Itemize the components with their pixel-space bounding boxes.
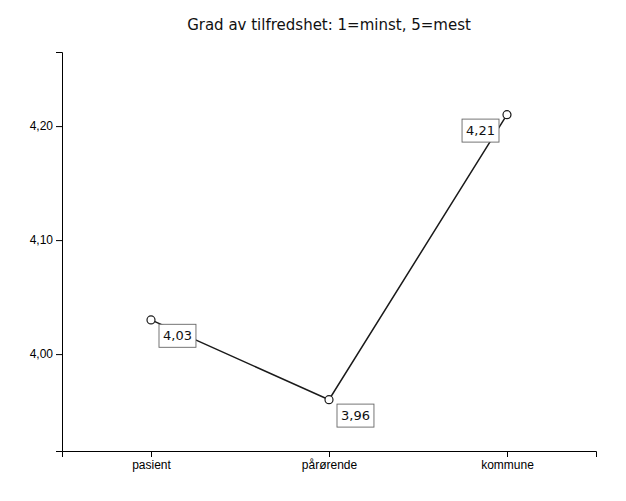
y-tick: 4,10 — [30, 233, 62, 247]
y-tick-label: 4,00 — [30, 347, 54, 361]
data-label-text: 4,03 — [163, 328, 192, 343]
point — [325, 396, 333, 404]
plot: pasient pårørende kommune 4,00 4,10 4,20 4,03 3… — [30, 53, 597, 472]
point — [147, 316, 155, 324]
x-axis-line — [63, 452, 597, 458]
x-tick: kommune — [481, 451, 534, 472]
data-label-text: 3,96 — [341, 408, 370, 423]
marks — [147, 111, 511, 404]
data-label-text: 4,21 — [466, 123, 495, 138]
x-tick: pasient — [132, 451, 171, 472]
y-tick: 4,00 — [30, 347, 62, 361]
title: Grad av tilfredshet: 1=minst, 5=mest — [187, 16, 471, 34]
data-label-box — [337, 404, 374, 427]
data-label-box — [462, 119, 499, 142]
y-tick-mark — [56, 240, 62, 241]
x-tick-mark — [329, 451, 330, 457]
x-tick-label: kommune — [481, 458, 534, 472]
y-tick: 4,20 — [30, 119, 62, 133]
data-labels: 4,03 3,96 4,21 — [159, 119, 499, 427]
y-tick-mark — [56, 354, 62, 355]
y-axis-line — [56, 53, 63, 452]
data-label: 4,03 — [159, 324, 196, 347]
y-tick-label: 4,20 — [30, 119, 54, 133]
y-axis: 4,00 4,10 4,20 — [30, 53, 63, 452]
line — [151, 115, 507, 400]
x-tick: pårørende — [302, 451, 358, 472]
point — [503, 111, 511, 119]
x-tick-mark — [507, 451, 508, 457]
x-tick-mark — [151, 451, 152, 457]
y-tick-label: 4,10 — [30, 233, 54, 247]
x-tick-label: pårørende — [302, 458, 358, 472]
data-label: 3,96 — [337, 404, 374, 427]
y-tick-mark — [56, 126, 62, 127]
x-axis: pasient pårørende kommune — [63, 451, 597, 472]
chart: pasient pårørende kommune 4,00 4,10 4,20 4,03 3… — [0, 0, 626, 501]
data-label-box — [159, 324, 196, 347]
x-tick-label: pasient — [132, 458, 171, 472]
data-label: 4,21 — [462, 119, 499, 142]
